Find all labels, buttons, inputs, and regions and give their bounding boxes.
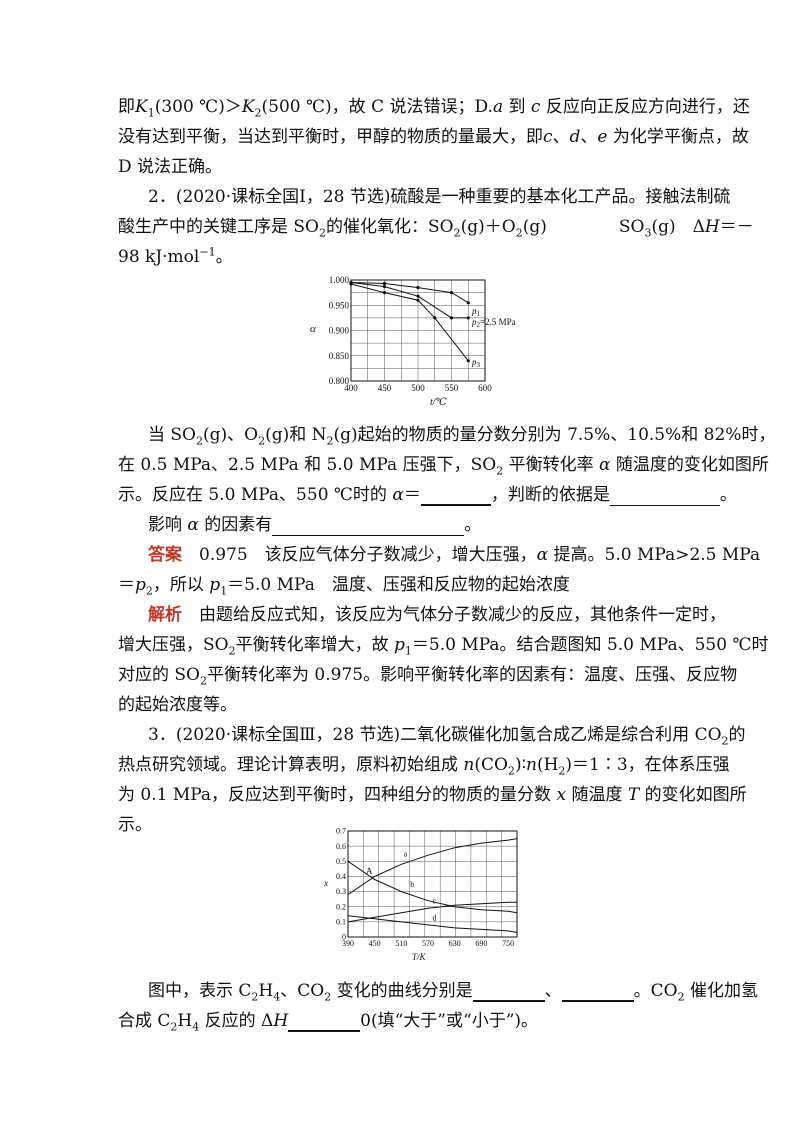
analysis-line-2: 增大压强，SO2平衡转化率增大，故 p1＝5.0 MPa。结合题图知 5.0 M… bbox=[118, 635, 769, 658]
series-label-c: c bbox=[433, 897, 437, 906]
series-line-a bbox=[347, 838, 518, 896]
y-tick-label: 0.1 bbox=[336, 918, 346, 927]
chart2-point-label-a-intersection: A bbox=[366, 866, 373, 876]
y-tick-label: 1.000 bbox=[329, 275, 350, 285]
chart2-ylabel: x bbox=[323, 878, 328, 888]
answer-label: 答案 bbox=[148, 545, 182, 565]
plot-frame bbox=[350, 279, 486, 382]
x-tick-label: 600 bbox=[478, 383, 492, 393]
data-point bbox=[449, 316, 454, 320]
chart1-label-p2: p2=2.5 MPa bbox=[471, 317, 516, 329]
text-line-3: D 说法正确。 bbox=[118, 157, 223, 177]
question-2-line-1: 2．(2020·课标全国Ⅰ，28 节选)硫酸是一种重要的基本化工产品。接触法制硫 bbox=[148, 187, 731, 207]
data-point bbox=[416, 285, 420, 290]
chart1-label-p1: p1 bbox=[471, 306, 481, 318]
question-2-line-2: 酸生产中的关键工序是 SO2的催化氧化：SO2(g)＋O2(g) SO3(g) Δ… bbox=[118, 217, 754, 240]
x-tick-label: 510 bbox=[395, 939, 407, 948]
analysis-line-1: 解析 由题给反应式知，该反应为气体分子数减少的反应，其他条件一定时， bbox=[148, 605, 726, 625]
paragraph-1-line-1: 当 SO2(g)、O2(g)和 N2(g)起始的物质的量分数分别为 7.5%、1… bbox=[148, 425, 776, 448]
question-3-line-4: 示。 bbox=[118, 815, 152, 835]
answer-blank-alpha[interactable] bbox=[420, 488, 491, 506]
fill-line-2: 合成 C2H4 反应的 ΔH 0(填“大于”或“小于”)。 bbox=[118, 1011, 539, 1034]
data-point bbox=[416, 298, 420, 302]
question-3-line-1: 3．(2020·课标全国Ⅲ，28 节选)二氧化碳催化加氢合成乙烯是综合利用 CO… bbox=[148, 725, 746, 748]
data-point bbox=[433, 316, 437, 320]
x-tick-label: 500 bbox=[411, 383, 425, 393]
chart1-label-p3: p3 bbox=[471, 357, 481, 369]
data-point bbox=[466, 359, 470, 363]
y-tick-label: 0.950 bbox=[329, 300, 350, 310]
data-point bbox=[449, 291, 454, 295]
chart2-xlabel: T/K bbox=[412, 952, 427, 962]
text-line-2: 没有达到平衡，当达到平衡时，甲醇的物质的量最大，即c、d、e 为化学平衡点，故 bbox=[118, 127, 749, 147]
data-point bbox=[466, 316, 470, 320]
y-tick-label: 0 bbox=[342, 933, 346, 942]
answer-line-1: 答案 0.975 该反应气体分子数减少，增大压强，α 提高。5.0 MPa>2.… bbox=[148, 545, 761, 565]
x-tick-label: 550 bbox=[445, 383, 459, 393]
x-tick-label: 570 bbox=[422, 939, 434, 948]
y-tick-label: 0.6 bbox=[336, 842, 346, 851]
answer-blank-co2[interactable] bbox=[561, 984, 634, 1002]
series-label-d: d bbox=[433, 913, 437, 922]
paragraph-1-line-2: 在 0.5 MPa、2.5 MPa 和 5.0 MPa 压强下，SO2 平衡转化… bbox=[118, 455, 769, 478]
series-line-c bbox=[347, 901, 517, 923]
y-tick-label: 0.800 bbox=[329, 376, 350, 386]
x-tick-label: 750 bbox=[502, 939, 514, 948]
plot-frame bbox=[347, 830, 518, 938]
answer-blank-reason[interactable] bbox=[609, 489, 720, 506]
question-3-line-2: 热点研究领域。理论计算表明，原料初始组成 n(CO2)∶n(H2)＝1∶3，在体… bbox=[118, 755, 730, 778]
series-line-p225mpa bbox=[350, 282, 469, 319]
data-point bbox=[382, 291, 387, 295]
chart1-ylabel: α bbox=[310, 323, 316, 335]
series-label-b: b bbox=[410, 880, 414, 889]
x-tick-label: 690 bbox=[475, 939, 487, 948]
analysis-line-4: 的起始浓度等。 bbox=[118, 695, 237, 715]
data-point bbox=[349, 282, 353, 286]
series-line-b bbox=[347, 860, 518, 914]
fill-line-1: 图中，表示 C2H4、CO2 变化的曲线分别是、。CO2 催化加氢 bbox=[148, 981, 758, 1004]
y-tick-label: 0.5 bbox=[336, 857, 346, 866]
x-tick-label: 630 bbox=[449, 939, 461, 948]
answer-line-2: ＝p2，所以 p1＝5.0 MPa 温度、压强和反应物的起始浓度 bbox=[118, 575, 570, 598]
question-2-line-3: 98 kJ·mol−1。 bbox=[118, 245, 233, 267]
analysis-line-3: 对应的 SO2平衡转化率为 0.975。影响平衡转化率的因素有：温度、压强、反应… bbox=[118, 665, 738, 688]
x-tick-label: 450 bbox=[369, 939, 381, 948]
y-tick-label: 0.3 bbox=[336, 887, 346, 896]
data-point bbox=[382, 281, 387, 286]
answer-blank-factors[interactable] bbox=[272, 519, 465, 536]
answer-blank-deltaH[interactable] bbox=[288, 1014, 361, 1032]
data-point bbox=[416, 294, 420, 298]
analysis-label: 解析 bbox=[148, 605, 182, 625]
x-tick-label: 400 bbox=[344, 383, 358, 393]
text-line-1: 即K1(300 ℃)＞K2(500 ℃)，故 C 说法错误；D.a 到 c 反应… bbox=[118, 97, 750, 120]
y-tick-label: 0.4 bbox=[336, 872, 346, 881]
series-line-d bbox=[347, 915, 518, 933]
answer-blank-c2h4[interactable] bbox=[472, 984, 545, 1002]
series-line-p3 bbox=[350, 283, 469, 362]
x-tick-label: 450 bbox=[378, 383, 392, 393]
paragraph-1-line-4: 影响 α 的因素有。 bbox=[148, 515, 482, 536]
series-label-a: a bbox=[404, 850, 408, 859]
conversion-vs-temperature-chart: 400 450 500 550 600 0.800 0.850 0.900 0.950 1.000… bbox=[310, 275, 516, 408]
y-tick-label: 0.2 bbox=[336, 902, 346, 911]
chart1-xlabel: t/℃ bbox=[430, 397, 447, 408]
y-tick-label: 0.900 bbox=[329, 326, 350, 336]
question-3-line-3: 为 0.1 MPa，反应达到平衡时，四种组分的物质的量分数 x 随温度 T 的变… bbox=[118, 785, 747, 805]
y-tick-label: 0.850 bbox=[329, 351, 350, 361]
x-tick-label: 390 bbox=[342, 939, 354, 948]
data-point bbox=[382, 284, 387, 289]
y-tick-label: 0.7 bbox=[336, 827, 346, 836]
data-point bbox=[466, 301, 470, 305]
paragraph-1-line-3: 示。反应在 5.0 MPa、550 ℃时的 α＝ ，判断的依据是。 bbox=[118, 485, 737, 506]
mole-fraction-vs-temperature-chart: a b cd 390 450 510 570 630 690 750 0 0.1 0.2 0.3 0.4 0… bbox=[323, 827, 518, 962]
